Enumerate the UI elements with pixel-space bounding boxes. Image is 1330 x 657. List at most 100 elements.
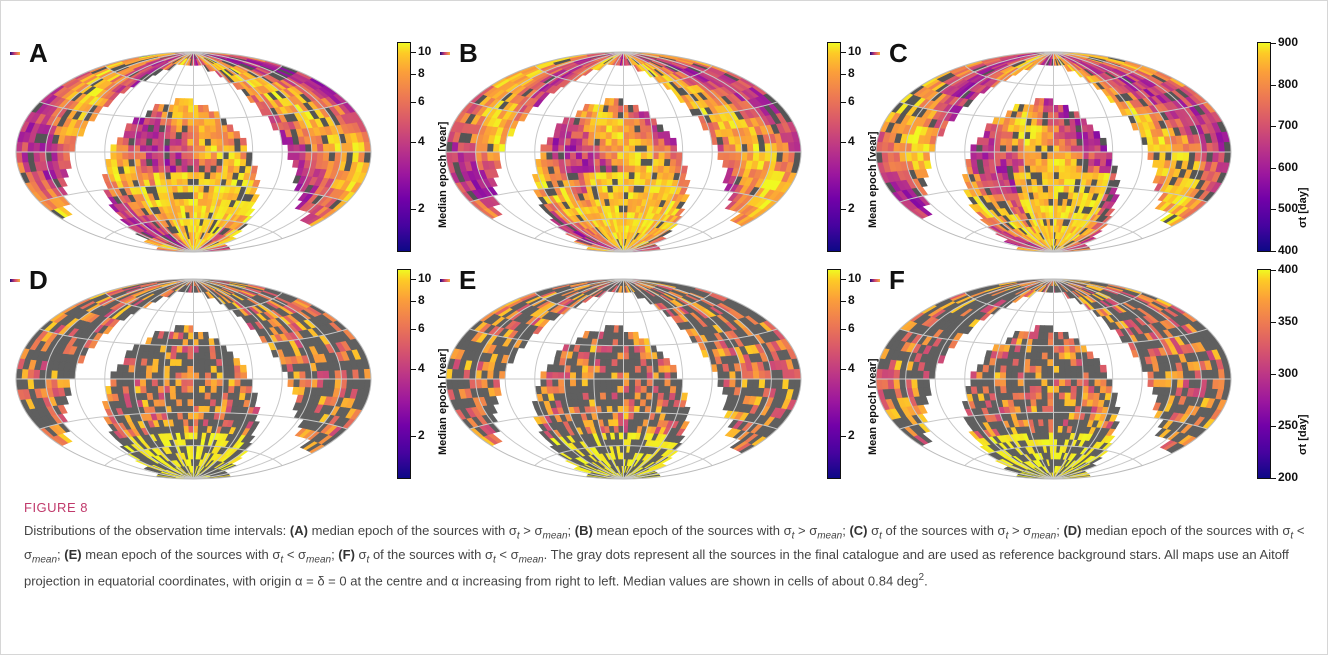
colorbar-tick-label: 4 xyxy=(848,133,855,148)
map-cell xyxy=(640,158,648,166)
map-cell xyxy=(613,98,620,106)
map-cell xyxy=(322,151,330,161)
map-cell xyxy=(140,158,148,167)
map-cell xyxy=(605,165,613,173)
map-cell xyxy=(623,158,630,166)
map-cell xyxy=(181,124,189,133)
map-cell xyxy=(623,171,630,179)
map-cell xyxy=(204,365,212,373)
map-cell xyxy=(1036,124,1043,133)
map-cell xyxy=(1053,145,1060,153)
map-cell xyxy=(216,158,224,166)
map-cell xyxy=(639,124,647,133)
map-cell xyxy=(116,385,124,394)
map-cell xyxy=(1047,131,1054,139)
map-cell xyxy=(628,111,635,119)
map-cell xyxy=(170,398,178,407)
map-cell xyxy=(228,378,236,387)
map-cell xyxy=(210,138,218,146)
map-cell xyxy=(198,351,206,360)
map-cell xyxy=(210,151,218,160)
map-cell xyxy=(1058,104,1065,113)
colorbar-tick xyxy=(411,209,416,211)
map-cell xyxy=(617,118,624,126)
map-cell xyxy=(1037,185,1044,193)
colorbar-tick-label: 2 xyxy=(418,201,425,216)
map-cell xyxy=(128,151,135,160)
map-cell xyxy=(305,143,313,153)
map-cell xyxy=(623,131,630,139)
map-cell xyxy=(1047,151,1054,159)
map-cell xyxy=(611,138,618,146)
meridian-line xyxy=(623,51,743,253)
map-cell xyxy=(175,131,183,139)
map-cell xyxy=(612,178,619,186)
map-cell xyxy=(116,371,124,380)
map-cell xyxy=(193,365,200,373)
map-cell xyxy=(189,438,194,446)
map-cell xyxy=(176,351,183,360)
map-cell xyxy=(723,151,731,161)
map-cell xyxy=(233,358,241,366)
map-cell xyxy=(633,178,641,186)
map-cell xyxy=(187,178,194,186)
map-cell xyxy=(151,151,159,160)
map-cell xyxy=(628,185,635,193)
map-cell xyxy=(139,378,147,387)
map-cell xyxy=(188,98,194,106)
map-cell xyxy=(1064,124,1071,133)
map-cell xyxy=(198,358,206,366)
graticule xyxy=(16,51,371,253)
map-cell xyxy=(188,432,194,440)
map-cell xyxy=(1036,171,1043,180)
map-cell xyxy=(1012,165,1020,173)
meridian-line xyxy=(193,51,342,253)
map-cell xyxy=(204,138,212,146)
map-cell xyxy=(1088,138,1096,146)
map-cell xyxy=(145,371,153,380)
map-cell xyxy=(145,144,153,153)
map-cell xyxy=(1017,144,1025,153)
map-cell xyxy=(193,392,200,400)
map-cell xyxy=(169,158,177,166)
map-cell xyxy=(1206,151,1214,162)
map-cell xyxy=(623,105,629,113)
colorbar-label: σt [day] xyxy=(1297,187,1309,228)
map-cell xyxy=(234,151,242,160)
map-cell xyxy=(198,338,205,346)
map-cell xyxy=(134,378,141,387)
map-cell xyxy=(640,144,648,153)
map-cell xyxy=(188,191,194,199)
map-cell xyxy=(1165,151,1173,161)
map-cell xyxy=(623,111,630,119)
map-cell xyxy=(982,137,990,146)
map-cell xyxy=(1082,138,1090,146)
map-cell xyxy=(163,371,171,380)
map-cell xyxy=(182,104,189,113)
map-cell xyxy=(1041,124,1049,133)
map-cell xyxy=(1059,158,1066,166)
map-cell xyxy=(576,158,584,167)
map-cell xyxy=(1047,158,1054,166)
map-cell xyxy=(1036,178,1044,186)
map-cell xyxy=(1041,131,1049,139)
map-cell xyxy=(928,143,936,153)
map-cell xyxy=(233,364,241,373)
map-cell xyxy=(611,165,619,173)
map-cell xyxy=(1076,138,1084,146)
map-cell xyxy=(182,412,189,420)
map-cell xyxy=(1053,178,1060,186)
map-cell xyxy=(188,198,194,206)
map-cell xyxy=(227,358,235,366)
map-cell xyxy=(151,158,159,166)
map-cell xyxy=(613,198,620,206)
map-cell xyxy=(607,191,615,200)
map-cell xyxy=(305,151,313,161)
map-cell xyxy=(63,151,71,161)
map-cell xyxy=(51,369,59,380)
map-cell xyxy=(110,371,118,380)
map-cell xyxy=(182,405,189,413)
map-cell xyxy=(1088,229,1103,238)
map-cell xyxy=(146,137,154,146)
map-cell xyxy=(1035,138,1043,146)
